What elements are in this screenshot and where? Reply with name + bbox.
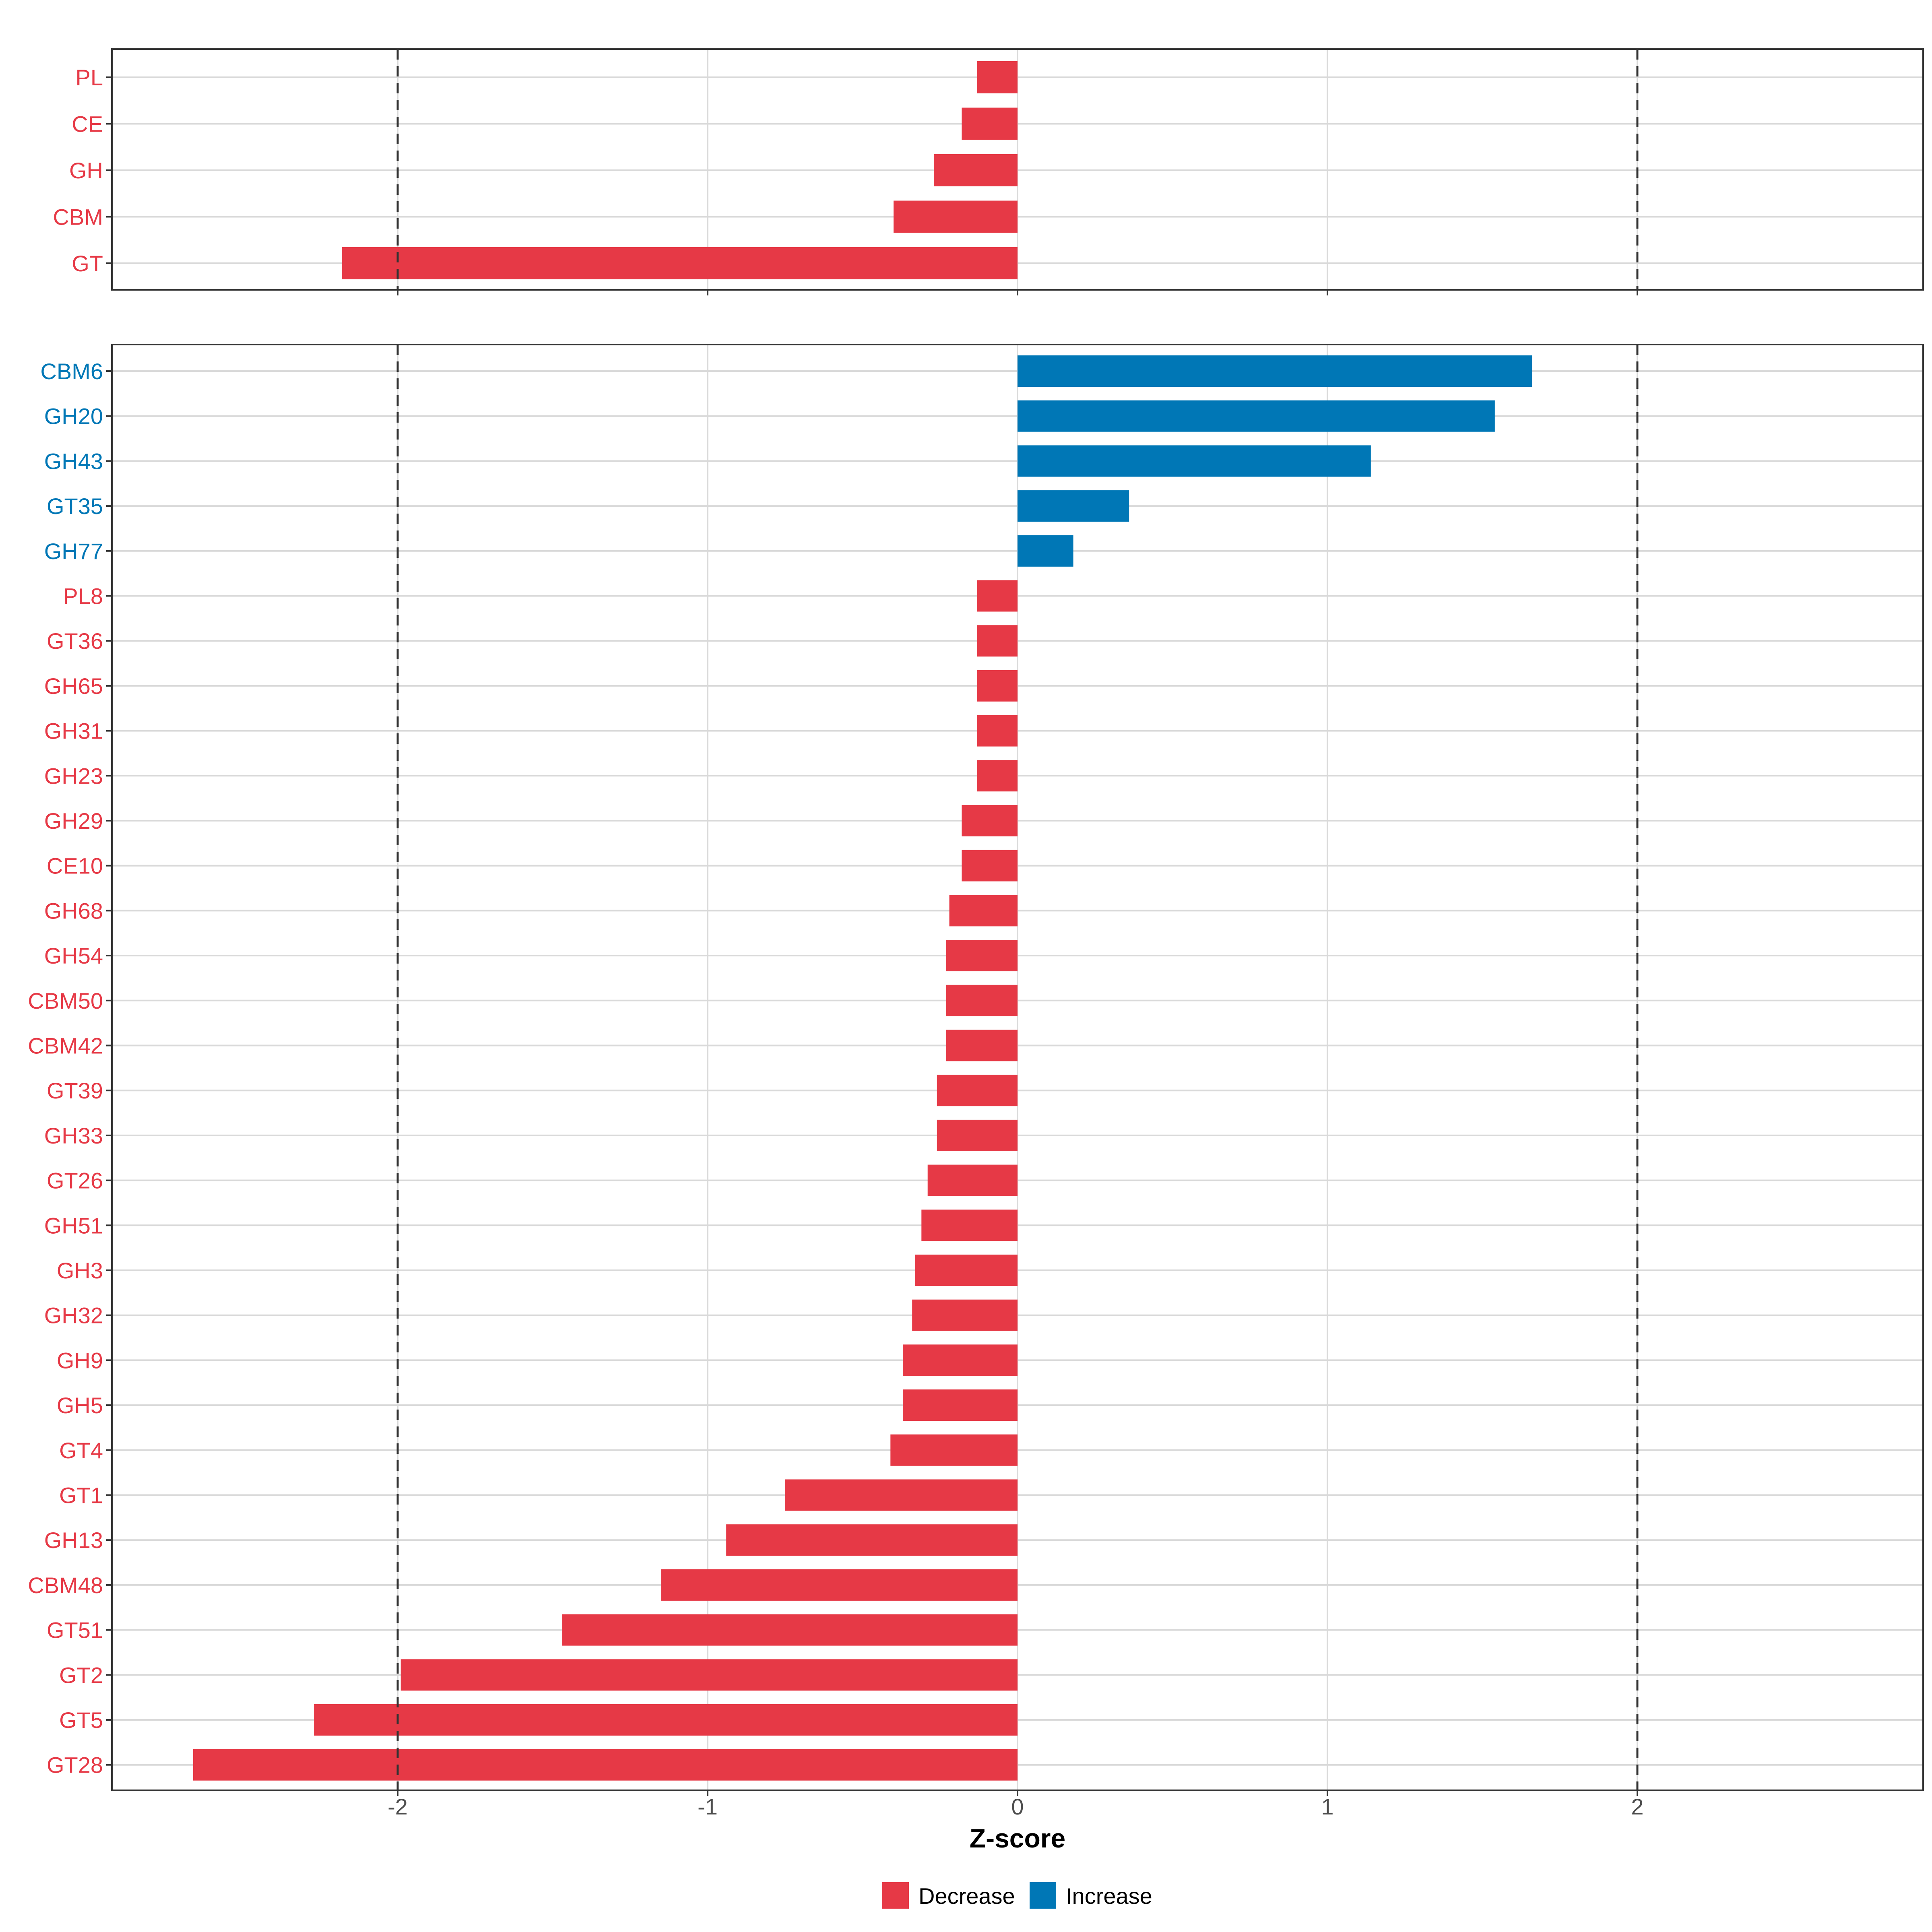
bar-gh77 (1018, 535, 1073, 567)
bar-gt4 (890, 1434, 1018, 1466)
bar-gh3 (915, 1255, 1018, 1286)
bar-gh43 (1018, 445, 1371, 477)
category-label: CBM (53, 204, 103, 230)
category-label: CBM50 (28, 988, 103, 1013)
bar-gh29 (962, 805, 1018, 836)
category-label: GH43 (44, 448, 103, 474)
category-label: GT35 (47, 493, 103, 519)
category-label: GH77 (44, 539, 103, 564)
panel-border (111, 344, 1924, 1791)
bottom-panel: CBM6 GH20 GH43 GT35 GH77 PL8 GT36 GH65 GH31 GH23 G… (28, 344, 1924, 1796)
category-label: GH51 (44, 1213, 103, 1238)
category-label: GH5 (57, 1393, 103, 1418)
x-tick-label: 2 (1631, 1794, 1643, 1819)
bar-gh33 (937, 1119, 1018, 1151)
category-label: GT4 (59, 1438, 103, 1463)
category-label: GT51 (47, 1618, 103, 1643)
bar-gt39 (937, 1075, 1018, 1106)
bar-gh13 (726, 1524, 1018, 1556)
x-axis-title: Z-score (970, 1823, 1065, 1853)
category-label: GT5 (59, 1707, 103, 1733)
category-label: GT28 (47, 1752, 103, 1778)
bar-cbm42 (946, 1030, 1018, 1061)
category-label: GH33 (44, 1123, 103, 1148)
bar-pl8 (977, 580, 1018, 612)
category-label: GT2 (59, 1662, 103, 1688)
category-label: GH31 (44, 718, 103, 744)
bar-gh23 (977, 760, 1018, 792)
bar-gt26 (927, 1164, 1018, 1196)
bar-gt35 (1018, 490, 1129, 522)
category-label: CE10 (47, 853, 103, 879)
bar-gt51 (562, 1614, 1018, 1646)
category-label: GH3 (57, 1258, 103, 1283)
top-panel: PL CE GH CBM GT (53, 48, 1924, 295)
x-axis: -2 -1 0 1 2 (388, 1794, 1643, 1819)
category-label: GH23 (44, 763, 103, 788)
category-label: CBM42 (28, 1033, 103, 1059)
bar-gh (934, 154, 1018, 186)
bar-gh31 (977, 715, 1018, 747)
bar-gt5 (314, 1704, 1018, 1736)
bar-gh20 (1018, 400, 1495, 432)
category-label: GT26 (47, 1168, 103, 1193)
legend-key-increase (1030, 1882, 1056, 1909)
bar-cbm50 (946, 985, 1018, 1016)
bar-gt28 (193, 1749, 1018, 1781)
bar-gt (342, 247, 1018, 279)
category-label: GH13 (44, 1527, 103, 1553)
category-label: GH32 (44, 1303, 103, 1328)
legend: Decrease Increase (882, 1882, 1152, 1909)
x-tick-label: -1 (698, 1794, 718, 1819)
panel-border (111, 48, 1924, 291)
bar-gh65 (977, 670, 1018, 702)
category-label: GH29 (44, 808, 103, 834)
bar-gh32 (912, 1299, 1018, 1331)
category-label: GH9 (57, 1348, 103, 1373)
x-tick-label: 1 (1321, 1794, 1333, 1819)
category-label: PL8 (63, 584, 103, 609)
bar-gt1 (785, 1479, 1018, 1511)
legend-label-increase: Increase (1066, 1883, 1152, 1909)
category-label: CBM48 (28, 1573, 103, 1598)
category-label: GH65 (44, 673, 103, 699)
bar-cbm48 (661, 1569, 1018, 1601)
category-label: GH20 (44, 404, 103, 429)
bar-gh68 (949, 895, 1018, 927)
bar-pl (977, 61, 1018, 93)
category-label: GT1 (59, 1483, 103, 1508)
bar-gh54 (946, 940, 1018, 972)
x-tick-label: 0 (1011, 1794, 1024, 1819)
category-label: PL (76, 65, 103, 90)
bar-cbm (894, 200, 1018, 233)
x-tick-label: -2 (388, 1794, 408, 1819)
category-label: GH (69, 158, 103, 183)
bar-gt2 (400, 1659, 1018, 1691)
bar-ce (962, 107, 1018, 140)
bar-gt36 (977, 625, 1018, 657)
category-label: GH68 (44, 898, 103, 923)
legend-key-decrease (882, 1882, 909, 1909)
category-label: CBM6 (40, 359, 103, 384)
bar-cbm6 (1018, 355, 1532, 387)
bar-ce10 (962, 850, 1018, 881)
bar-gh51 (921, 1210, 1018, 1241)
category-label: GH54 (44, 943, 103, 968)
category-label: GT (72, 251, 103, 276)
bar-gh5 (903, 1389, 1018, 1421)
category-label: GT36 (47, 628, 103, 654)
category-label: GT39 (47, 1078, 103, 1103)
legend-label-decrease: Decrease (919, 1883, 1015, 1909)
category-label: CE (72, 111, 103, 137)
bar-gh9 (903, 1344, 1018, 1376)
